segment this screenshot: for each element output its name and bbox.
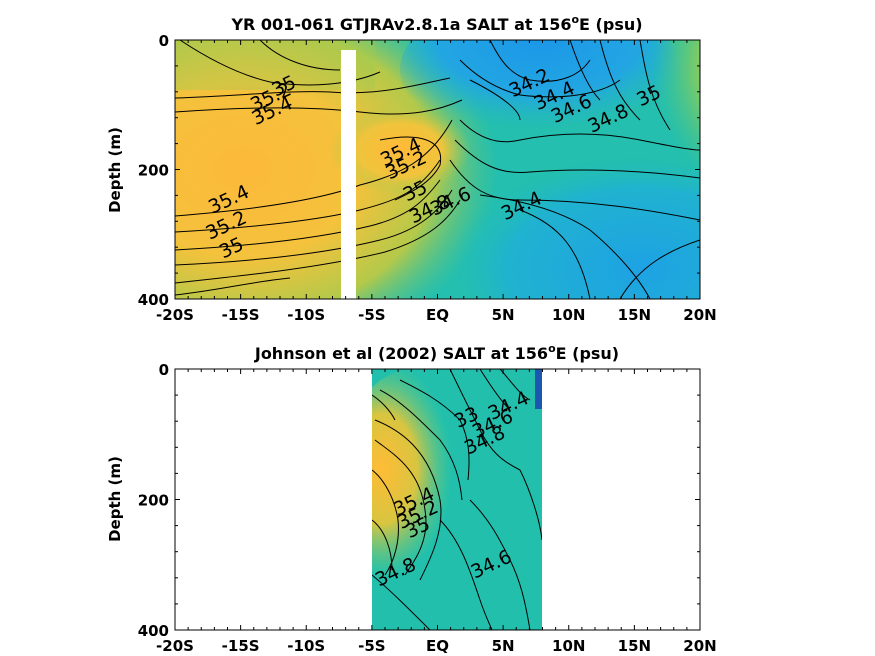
x-tick-label: 15N bbox=[618, 637, 651, 655]
panel-title: YR 001-061 GTJRAv2.8.1a SALT at 156oE (p… bbox=[230, 13, 642, 34]
x-tick-label: 5N bbox=[492, 306, 515, 324]
panel-observations: Johnson et al (2002) SALT at 156oE (psu)… bbox=[106, 342, 717, 655]
panel-model: YR 001-061 GTJRAv2.8.1a SALT at 156oE (p… bbox=[106, 13, 717, 324]
x-tick-label: -15S bbox=[222, 637, 260, 655]
y-tick-label: 200 bbox=[138, 492, 169, 510]
y-tick-label: 400 bbox=[138, 291, 169, 309]
y-tick-label: 200 bbox=[138, 162, 169, 180]
x-tick-label: -5S bbox=[358, 306, 385, 324]
salinity-field bbox=[372, 369, 542, 630]
missing-data-strip bbox=[341, 50, 356, 299]
x-tick-label: -20S bbox=[156, 306, 194, 324]
y-tick-label: 400 bbox=[138, 622, 169, 640]
x-tick-label: -10S bbox=[287, 637, 325, 655]
x-tick-label: 20N bbox=[683, 637, 716, 655]
x-tick-label: EQ bbox=[426, 306, 449, 324]
x-tick-label: -10S bbox=[287, 306, 325, 324]
y-tick-label: 0 bbox=[159, 361, 169, 379]
x-tick-label: 5N bbox=[492, 637, 515, 655]
x-tick-label: -20S bbox=[156, 637, 194, 655]
x-tick-label: EQ bbox=[426, 637, 449, 655]
y-axis-label: Depth (m) bbox=[106, 127, 124, 213]
x-axis: -20S -15S -10S -5S EQ 5N 10N 15N 20N bbox=[156, 369, 717, 655]
x-tick-label: -5S bbox=[358, 637, 385, 655]
y-axis: 0 200 400 bbox=[138, 32, 700, 309]
y-axis: 0 200 400 bbox=[138, 361, 700, 640]
x-tick-label: 10N bbox=[552, 637, 585, 655]
panel-title: Johnson et al (2002) SALT at 156oE (psu) bbox=[254, 342, 619, 363]
x-tick-label: -15S bbox=[222, 306, 260, 324]
x-tick-label: 10N bbox=[552, 306, 585, 324]
x-tick-label: 20N bbox=[683, 306, 716, 324]
y-axis-label: Depth (m) bbox=[106, 456, 124, 542]
salinity-field bbox=[175, 40, 700, 299]
x-axis: -20S -15S -10S -5S EQ 5N 10N 15N 20N bbox=[156, 40, 717, 324]
x-tick-label: 15N bbox=[618, 306, 651, 324]
y-tick-label: 0 bbox=[159, 32, 169, 50]
